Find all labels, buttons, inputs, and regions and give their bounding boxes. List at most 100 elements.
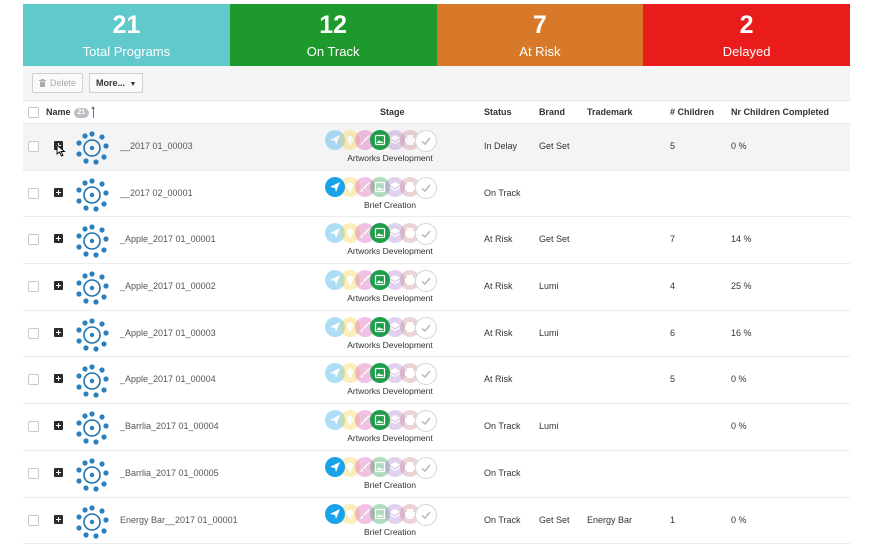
org-structure-icon <box>74 223 110 261</box>
table-row[interactable]: __2017 02_00001 Brief Creation On Track <box>23 171 850 218</box>
kpi-on-track[interactable]: 12 On Track <box>230 4 437 66</box>
kpi-total-programs[interactable]: 21 Total Programs <box>23 4 230 66</box>
delete-button-label: Delete <box>50 78 76 88</box>
column-header-stage[interactable]: Stage <box>380 107 405 117</box>
send-icon[interactable] <box>325 504 345 524</box>
sort-ascending-icon[interactable] <box>93 107 94 118</box>
children-count-cell: 6 <box>670 328 675 338</box>
expand-icon[interactable] <box>54 421 63 430</box>
column-header-status[interactable]: Status <box>484 107 512 117</box>
expand-icon[interactable] <box>54 328 63 337</box>
image-icon[interactable] <box>370 410 390 430</box>
image-icon[interactable] <box>370 363 390 383</box>
checkmark-icon[interactable] <box>415 130 437 152</box>
status-cell: At Risk <box>484 374 513 384</box>
expand-icon[interactable] <box>54 374 63 383</box>
row-checkbox[interactable] <box>28 281 39 292</box>
program-name[interactable]: _Apple_2017 01_00004 <box>120 374 216 384</box>
row-checkbox[interactable] <box>28 234 39 245</box>
org-structure-icon <box>74 363 110 401</box>
program-name[interactable]: _Barrlia_2017 01_00005 <box>120 468 219 478</box>
checkmark-icon[interactable] <box>415 504 437 526</box>
program-name[interactable]: _Apple_2017 01_00001 <box>120 234 216 244</box>
status-cell: On Track <box>484 468 521 478</box>
children-completed-cell: 0 % <box>731 421 747 431</box>
brand-cell: Get Set <box>539 234 570 244</box>
select-all-checkbox[interactable] <box>28 107 39 118</box>
status-cell: At Risk <box>484 234 513 244</box>
expand-icon[interactable] <box>54 515 63 524</box>
column-header-children-completed[interactable]: Nr Children Completed <box>731 107 829 117</box>
table-row[interactable]: _Apple_2017 01_00004 Artworks Development… <box>23 357 850 404</box>
program-name[interactable]: _Apple_2017 01_00003 <box>120 328 216 338</box>
expand-icon[interactable] <box>54 234 63 243</box>
checkmark-icon[interactable] <box>415 457 437 479</box>
row-checkbox[interactable] <box>28 468 39 479</box>
row-checkbox[interactable] <box>28 188 39 199</box>
more-dropdown-button[interactable]: More... ▼ <box>89 73 143 93</box>
column-header-brand[interactable]: Brand <box>539 107 565 117</box>
send-icon[interactable] <box>325 177 345 197</box>
stage-label: Artworks Development <box>328 386 452 396</box>
row-checkbox[interactable] <box>28 141 39 152</box>
checkmark-icon[interactable] <box>415 363 437 385</box>
program-name[interactable]: _Apple_2017 01_00002 <box>120 281 216 291</box>
kpi-label: On Track <box>307 44 360 59</box>
status-cell: On Track <box>484 515 521 525</box>
kpi-label: At Risk <box>519 44 560 59</box>
program-name[interactable]: __2017 02_00001 <box>120 188 193 198</box>
row-checkbox[interactable] <box>28 515 39 526</box>
program-name[interactable]: _Barrlia_2017 01_00004 <box>120 421 219 431</box>
delete-button[interactable]: Delete <box>32 73 83 93</box>
expand-icon[interactable] <box>54 188 63 197</box>
program-name[interactable]: Energy Bar__2017 01_00001 <box>120 515 238 525</box>
children-completed-cell: 14 % <box>731 234 752 244</box>
status-cell: On Track <box>484 188 521 198</box>
checkmark-icon[interactable] <box>415 177 437 199</box>
kpi-at-risk[interactable]: 7 At Risk <box>437 4 644 66</box>
kpi-value: 21 <box>112 12 140 38</box>
checkmark-icon[interactable] <box>415 317 437 339</box>
trademark-cell: Energy Bar <box>587 515 632 525</box>
org-structure-icon <box>74 130 110 168</box>
row-checkbox[interactable] <box>28 328 39 339</box>
kpi-value: 12 <box>319 12 347 38</box>
children-completed-cell: 0 % <box>731 374 747 384</box>
org-structure-icon <box>74 410 110 448</box>
checkmark-icon[interactable] <box>415 270 437 292</box>
image-icon[interactable] <box>370 270 390 290</box>
expand-icon[interactable] <box>54 281 63 290</box>
stage-label: Brief Creation <box>328 200 452 210</box>
column-header-children[interactable]: # Children <box>670 107 714 117</box>
checkmark-icon[interactable] <box>415 223 437 245</box>
image-icon[interactable] <box>370 130 390 150</box>
children-count-cell: 5 <box>670 141 675 151</box>
children-count-cell: 5 <box>670 374 675 384</box>
image-icon[interactable] <box>370 223 390 243</box>
row-checkbox[interactable] <box>28 421 39 432</box>
org-structure-icon <box>74 504 110 542</box>
kpi-summary: 21 Total Programs 12 On Track 7 At Risk … <box>23 4 850 66</box>
brand-cell: Lumi <box>539 328 559 338</box>
children-count-cell: 1 <box>670 515 675 525</box>
brand-cell: Lumi <box>539 281 559 291</box>
row-checkbox[interactable] <box>28 374 39 385</box>
checkmark-icon[interactable] <box>415 410 437 432</box>
org-structure-icon <box>74 317 110 355</box>
kpi-label: Total Programs <box>83 44 170 59</box>
kpi-delayed[interactable]: 2 Delayed <box>643 4 850 66</box>
column-header-trademark[interactable]: Trademark <box>587 107 633 117</box>
image-icon[interactable] <box>370 317 390 337</box>
expand-icon[interactable] <box>54 468 63 477</box>
send-icon[interactable] <box>325 457 345 477</box>
program-name[interactable]: __2017 01_00003 <box>120 141 193 151</box>
org-structure-icon <box>74 457 110 495</box>
